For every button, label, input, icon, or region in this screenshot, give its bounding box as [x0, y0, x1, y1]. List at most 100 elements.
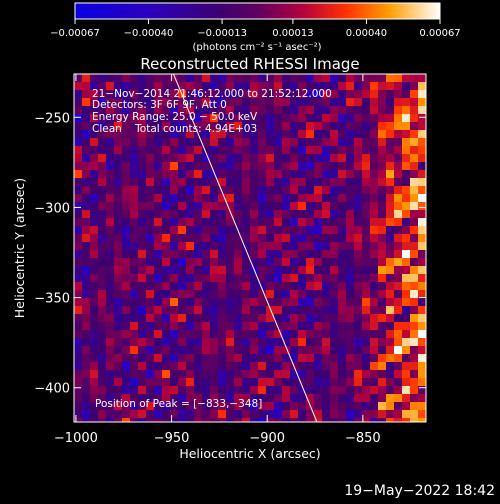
heatmap-cell	[418, 298, 426, 306]
annotation-energy-range: Energy Range: 25.0 − 50.0 keV	[92, 111, 258, 123]
heatmap-cell	[362, 146, 370, 154]
heatmap-cell	[266, 306, 274, 314]
heatmap-cell	[306, 386, 314, 394]
heatmap-cell	[418, 338, 426, 346]
heatmap-cell	[314, 418, 322, 422]
heatmap-cell	[306, 314, 314, 322]
heatmap-cell	[338, 330, 346, 338]
heatmap-cell	[82, 170, 90, 178]
heatmap-cell	[186, 258, 194, 266]
heatmap-cell	[418, 354, 426, 362]
heatmap-cell	[322, 354, 330, 362]
heatmap-cell	[218, 74, 226, 82]
heatmap-cell	[218, 394, 226, 402]
heatmap-cell	[146, 298, 154, 306]
heatmap-cell	[266, 410, 274, 418]
heatmap-cell	[194, 402, 202, 410]
heatmap-cell	[250, 122, 258, 130]
heatmap-cell	[274, 362, 282, 370]
heatmap-cell	[306, 202, 314, 210]
heatmap-cell	[322, 234, 330, 242]
heatmap-cell	[282, 242, 290, 250]
heatmap-cell	[346, 378, 354, 386]
heatmap-cell	[346, 402, 354, 410]
heatmap-cell	[346, 266, 354, 274]
heatmap-cell	[306, 162, 314, 170]
heatmap-cell	[370, 346, 378, 354]
heatmap-cell	[290, 330, 298, 338]
heatmap-cell	[266, 258, 274, 266]
heatmap-cell	[362, 226, 370, 234]
heatmap-cell	[226, 402, 234, 410]
heatmap-cell	[162, 242, 170, 250]
heatmap-cell	[330, 154, 338, 162]
heatmap-cell	[370, 82, 378, 90]
heatmap-cell	[202, 162, 210, 170]
heatmap-cell	[154, 106, 162, 114]
heatmap-cell	[186, 338, 194, 346]
heatmap-cell	[74, 186, 82, 194]
heatmap-cell	[210, 82, 218, 90]
heatmap-cell	[330, 258, 338, 266]
heatmap-cell	[354, 346, 362, 354]
heatmap-cell	[338, 122, 346, 130]
heatmap-cell	[210, 282, 218, 290]
heatmap-cell	[106, 234, 114, 242]
heatmap-cell	[130, 370, 138, 378]
heatmap-cell	[146, 370, 154, 378]
heatmap-cell	[186, 290, 194, 298]
heatmap-cell	[74, 202, 82, 210]
heatmap-cell	[146, 98, 154, 106]
heatmap-cell	[314, 178, 322, 186]
heatmap-cell	[290, 194, 298, 202]
heatmap-cell	[418, 186, 426, 194]
heatmap-cell	[90, 386, 98, 394]
heatmap-cell	[106, 122, 114, 130]
heatmap-cell	[178, 122, 186, 130]
heatmap-cell	[194, 378, 202, 386]
heatmap-cell	[394, 202, 402, 210]
heatmap-cell	[282, 194, 290, 202]
heatmap-cell	[402, 282, 410, 290]
heatmap-cell	[274, 418, 282, 422]
heatmap-cell	[346, 330, 354, 338]
heatmap-cell	[338, 282, 346, 290]
heatmap-cell	[202, 234, 210, 242]
heatmap-cell	[162, 330, 170, 338]
heatmap-cell	[274, 250, 282, 258]
heatmap-cell	[266, 170, 274, 178]
heatmap-cell	[210, 186, 218, 194]
heatmap-cell	[170, 186, 178, 194]
heatmap-cell	[298, 74, 306, 82]
heatmap-cell	[290, 410, 298, 418]
heatmap-cell	[274, 386, 282, 394]
heatmap-cell	[178, 386, 186, 394]
heatmap-cell	[330, 210, 338, 218]
heatmap-cell	[74, 250, 82, 258]
heatmap-cell	[130, 162, 138, 170]
heatmap-cell	[234, 298, 242, 306]
heatmap-cell	[274, 106, 282, 114]
heatmap-cell	[322, 186, 330, 194]
heatmap-cell	[386, 306, 394, 314]
heatmap-cell	[218, 82, 226, 90]
heatmap-cell	[154, 210, 162, 218]
heatmap-cell	[290, 266, 298, 274]
heatmap-cell	[370, 322, 378, 330]
axis-ticks: −1000 −950 −900 −850−250−300−350−400	[34, 74, 426, 446]
heatmap-cell	[402, 306, 410, 314]
heatmap-cell	[82, 322, 90, 330]
heatmap-cell	[330, 322, 338, 330]
heatmap-cell	[354, 266, 362, 274]
chart-title: Reconstructed RHESSI Image	[140, 55, 359, 73]
heatmap-cell	[418, 154, 426, 162]
heatmap-cell	[386, 370, 394, 378]
heatmap-cell	[314, 258, 322, 266]
heatmap-cell	[210, 322, 218, 330]
heatmap-cell	[362, 234, 370, 242]
heatmap-cell	[378, 290, 386, 298]
heatmap-cell	[154, 90, 162, 98]
heatmap-cell	[290, 162, 298, 170]
heatmap-cell	[170, 154, 178, 162]
heatmap-cell	[74, 194, 82, 202]
